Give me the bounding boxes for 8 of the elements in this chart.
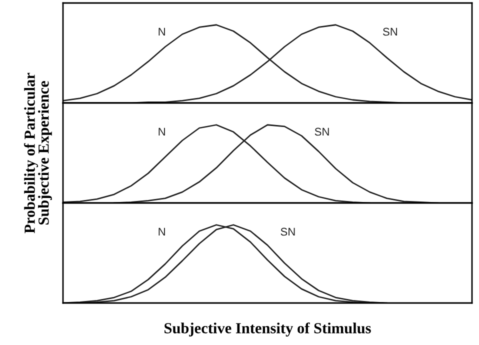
y-axis-title: Probability of Particular Subjective Experience <box>24 72 52 234</box>
series-label: SN <box>280 228 295 236</box>
x-axis-title: Subjective Intensity of Stimulus <box>164 322 371 336</box>
series-label: N <box>158 128 165 136</box>
series-label: N <box>158 228 165 236</box>
series-label: N <box>158 28 165 36</box>
series-label: SN <box>314 128 329 136</box>
series-label: SN <box>382 28 398 36</box>
